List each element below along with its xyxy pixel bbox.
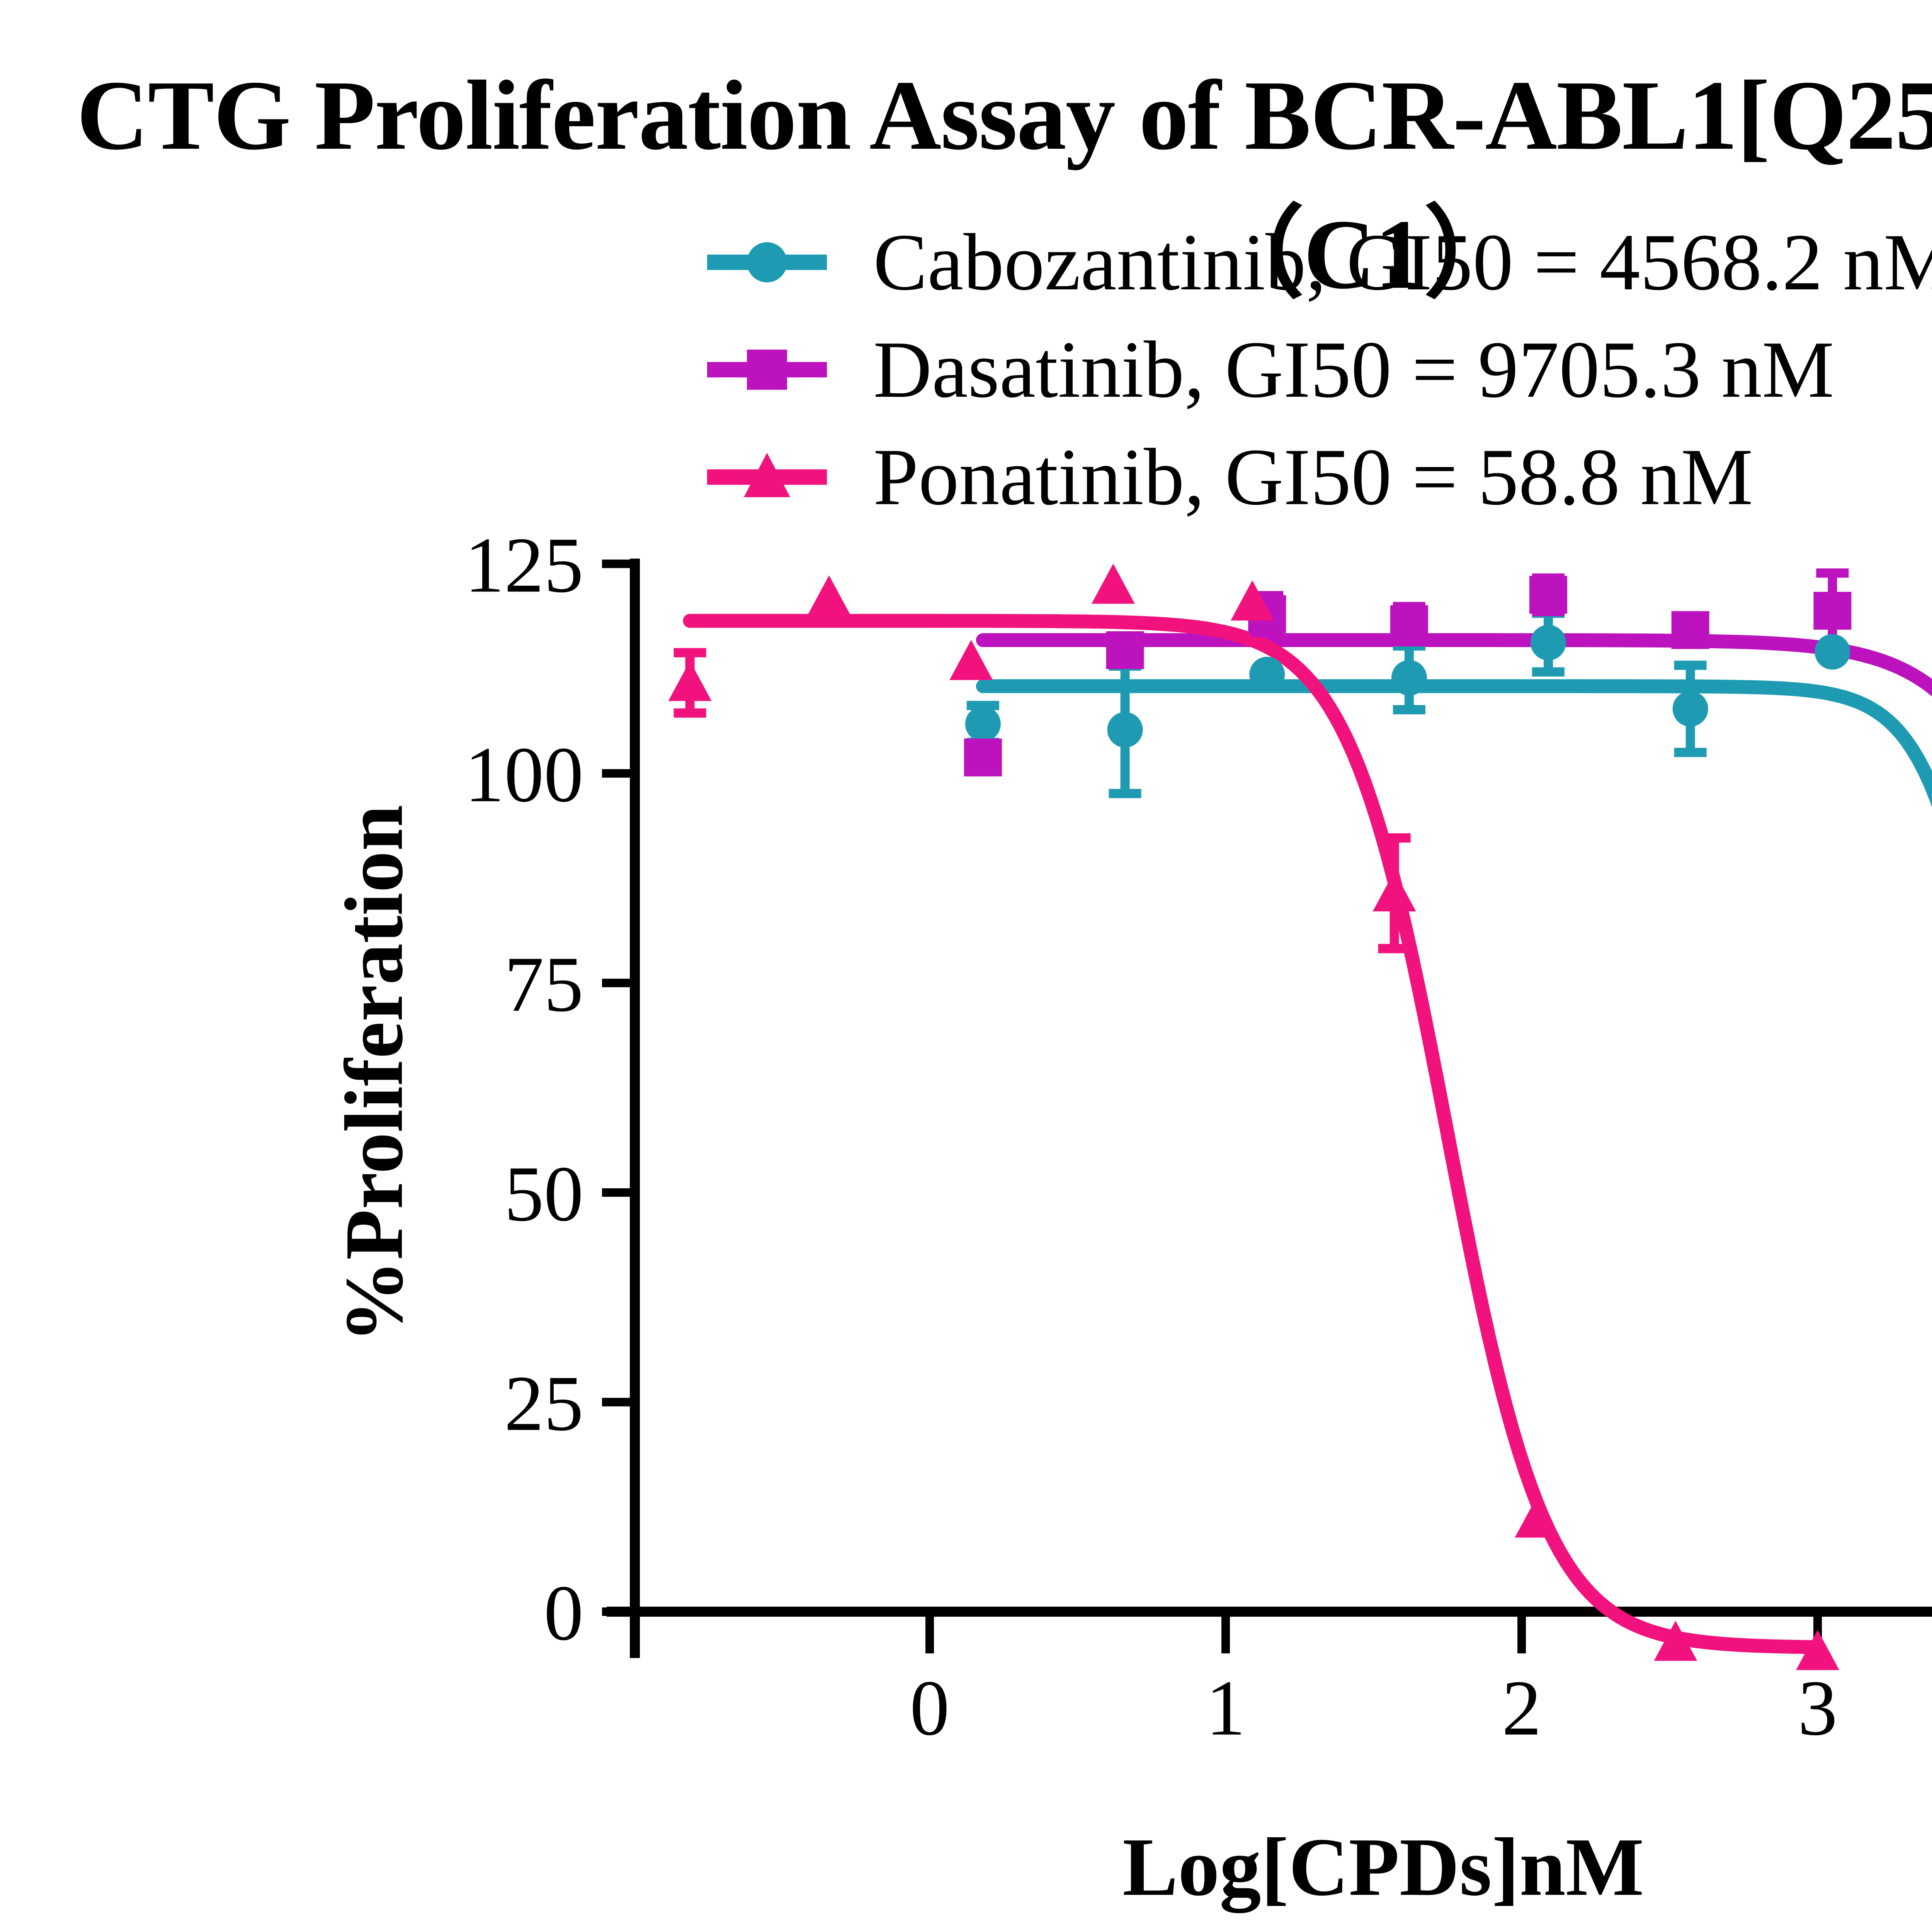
marker-cabozantinib: [1249, 656, 1285, 692]
marker-cabozantinib: [965, 706, 1001, 742]
circle-marker-icon: [707, 242, 827, 282]
marker-cabozantinib: [1391, 660, 1427, 696]
marker-dasatinib: [1106, 631, 1144, 669]
marker-cabozantinib: [1107, 712, 1143, 748]
y-tick-label: 50: [504, 1150, 583, 1238]
marker-cabozantinib: [1530, 625, 1566, 661]
marker-dasatinib: [1671, 611, 1709, 649]
x-tick-label: 2: [1502, 1664, 1542, 1752]
marker-ponatinib: [1654, 1621, 1697, 1661]
x-tick-label: 1: [1206, 1664, 1246, 1752]
fit-curve-cabozantinib: [976, 679, 1932, 807]
triangle-marker-icon: [707, 453, 827, 497]
marker-dasatinib: [964, 738, 1002, 776]
legend-label: Ponatinib, GI50 = 58.8 nM: [873, 432, 1753, 522]
y-tick-label: 25: [504, 1360, 583, 1448]
x-tick-label: 3: [1798, 1664, 1838, 1752]
fit-curve-ponatinib: [683, 614, 1822, 1654]
legend-item-ponatinib: Ponatinib, GI50 = 58.8 nM: [707, 423, 1932, 531]
marker-cabozantinib: [1815, 634, 1850, 670]
axes-layer: 025507510012501234: [465, 522, 1932, 1752]
legend-item-cabozantinib: Cabozantinib, GI50 = 4568.2 nM: [707, 209, 1932, 316]
marker-dasatinib: [1390, 605, 1428, 643]
chart-legend: Cabozantinib, GI50 = 4568.2 nM Dasatinib,…: [707, 209, 1932, 531]
x-tick-label: 0: [910, 1664, 950, 1752]
chart-title: CTG Proliferation Assay of BCR-ABL1[Q252…: [77, 60, 1932, 309]
marker-cabozantinib: [1672, 691, 1708, 727]
marker-ponatinib: [1230, 580, 1274, 621]
marker-ponatinib: [807, 575, 851, 616]
y-axis-title: %Proliferation: [328, 805, 420, 1343]
marker-dasatinib: [1813, 592, 1852, 630]
y-tick-label: 75: [504, 941, 583, 1028]
marker-ponatinib: [1372, 871, 1416, 912]
legend-square: [747, 350, 787, 390]
legend-circle: [747, 242, 787, 282]
y-tick-label: 125: [465, 522, 584, 609]
legend-label: Dasatinib, GI50 = 9705.3 nM: [873, 325, 1834, 415]
y-tick-label: 100: [465, 731, 584, 819]
fit-curves-layer: [683, 614, 1932, 1654]
marker-ponatinib: [1515, 1497, 1558, 1538]
legend-item-dasatinib: Dasatinib, GI50 = 9705.3 nM: [707, 316, 1932, 423]
data-points-layer: [668, 563, 1852, 1670]
square-marker-icon: [707, 350, 827, 390]
marker-ponatinib: [1091, 563, 1135, 604]
legend-label: Cabozantinib, GI50 = 4568.2 nM: [873, 217, 1932, 307]
marker-ponatinib: [1796, 1630, 1839, 1670]
marker-dasatinib: [1529, 576, 1567, 614]
legend-triangle: [744, 453, 790, 497]
y-tick-label: 0: [544, 1569, 584, 1657]
marker-ponatinib: [668, 661, 712, 701]
marker-ponatinib: [949, 640, 993, 680]
x-axis-title: Log[CPDs]nM: [1122, 1821, 1644, 1913]
